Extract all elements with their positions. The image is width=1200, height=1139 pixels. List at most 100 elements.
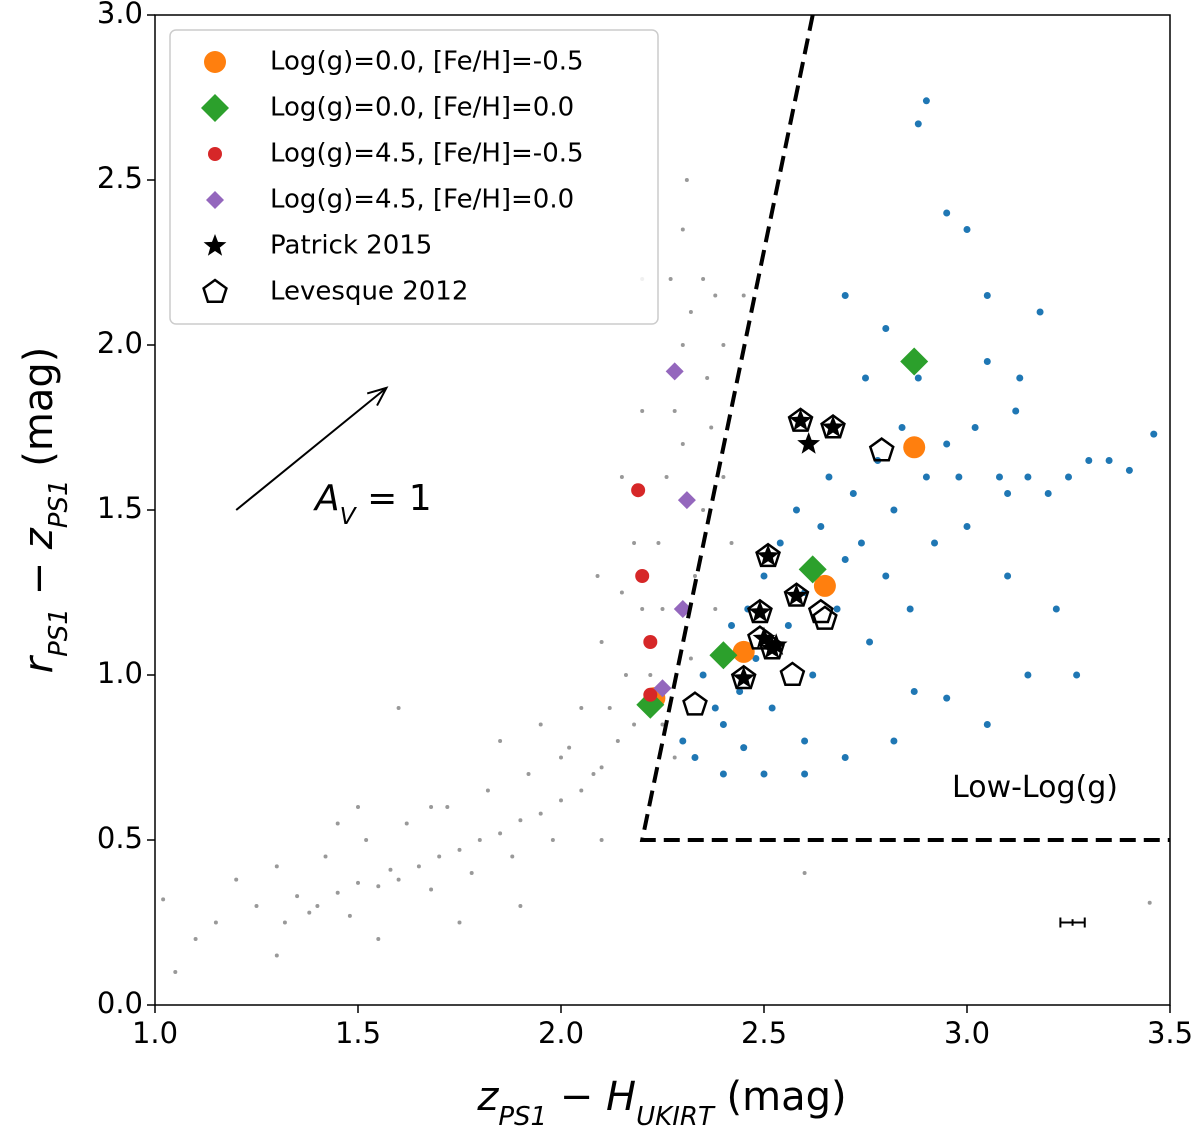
point [898,424,906,431]
point [498,831,503,836]
point [550,838,555,842]
point [713,293,718,298]
point [809,671,817,679]
point [1016,374,1024,382]
point [445,805,450,809]
point [648,673,653,677]
point [785,583,808,606]
y-tick-label: 0.0 [97,986,143,1020]
point [660,722,665,727]
point [457,847,462,852]
point [922,473,930,481]
point [518,818,523,823]
point [709,425,714,430]
point [579,788,584,793]
point [983,292,991,299]
legend-label: Log(g)=0.0, [Fe/H]=-0.5 [270,47,584,77]
point [943,440,951,448]
point [1044,490,1052,497]
point [705,376,710,380]
point [510,854,515,859]
point [680,227,685,232]
point [890,506,898,514]
point [635,569,650,583]
point [971,424,979,431]
point [943,694,951,702]
point [756,544,780,566]
point [396,706,401,710]
point [591,772,596,776]
point [719,721,727,728]
point [677,491,696,510]
point [1085,457,1093,464]
point [376,937,381,941]
point [416,864,421,869]
extinction-arrow [235,387,388,511]
point [347,913,352,918]
point [779,661,806,686]
label-part: PS1 [44,479,74,528]
point [857,539,865,547]
point [485,788,490,793]
point [636,690,665,719]
point [701,277,706,281]
point [632,541,637,545]
point [457,920,462,925]
y-axis-label: rPS1 − zPS1 (mag) [16,347,74,674]
legend-label: Log(g)=0.0, [Fe/H]=0.0 [270,93,574,123]
point [755,542,781,568]
point [615,739,620,743]
legend-label: Log(g)=4.5, [Fe/H]=0.0 [270,185,574,215]
label-part: PS1 [498,1102,547,1132]
legend-marker [208,147,222,161]
point [623,673,628,677]
y-tick-label: 1.5 [97,491,143,525]
point [335,821,340,826]
point [688,310,693,314]
point [783,582,810,607]
point [692,574,697,578]
point [910,688,918,695]
point [643,635,658,649]
point [631,483,646,498]
point [732,640,755,663]
label-part: − [16,549,62,608]
point [1052,605,1060,613]
point [801,737,809,745]
point [477,838,482,842]
point [295,894,300,899]
point [193,937,198,941]
point [760,636,784,659]
point [173,970,178,974]
point [820,413,846,439]
label-part: A [313,478,340,519]
point [721,475,726,479]
point [802,871,807,875]
point [274,953,279,958]
point [469,871,474,875]
point [868,437,895,462]
x-tick-label: 2.5 [741,1016,787,1050]
point [914,374,922,382]
point [213,920,218,925]
point [599,640,604,644]
point [699,671,707,679]
point [660,607,665,611]
point [364,838,369,842]
point [797,432,821,454]
point [821,415,845,438]
selection-boundary [639,15,1170,842]
point [784,622,792,629]
point [656,541,661,545]
point [728,622,736,629]
point [672,755,677,760]
point [914,120,922,128]
label-part: = 1 [356,478,432,519]
point [619,590,624,595]
point [1024,473,1032,481]
y-tick-label: 1.0 [97,656,143,690]
point [764,633,788,655]
label-part: (mag) [16,347,62,480]
point [1004,572,1012,580]
point [711,704,719,712]
